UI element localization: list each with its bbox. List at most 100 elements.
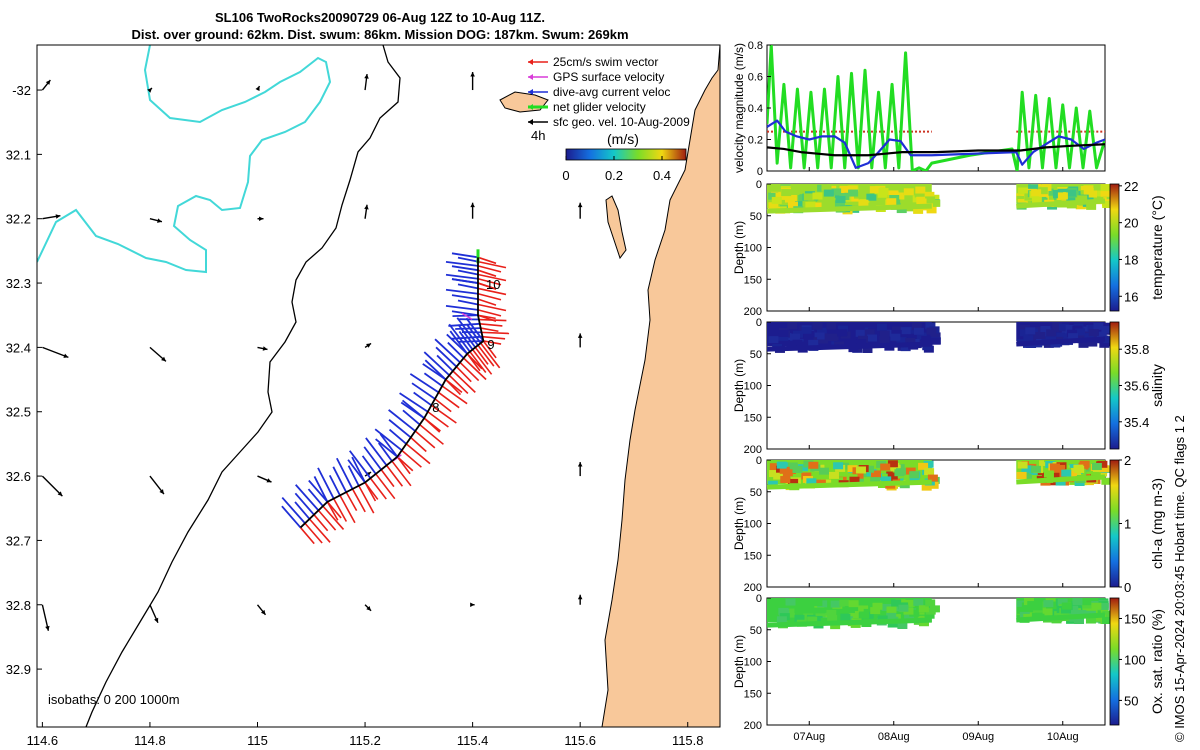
- swim-vector: [322, 505, 345, 530]
- map-x-tick-label: 115.2: [349, 733, 381, 748]
- depth-data-cell: [1024, 465, 1035, 473]
- depth-data-cell: [909, 609, 920, 617]
- swim-vector: [459, 361, 480, 382]
- depth-y-tick-label: 150: [744, 274, 762, 286]
- depth-data-cell: [780, 476, 791, 484]
- depth-data-cell: [778, 333, 789, 341]
- depth-data-cell: [816, 327, 827, 335]
- depth-data-cell: [903, 607, 914, 615]
- dive-current-vector: [457, 269, 479, 276]
- depth-data-cell: [915, 186, 926, 194]
- depth-data-cell: [887, 620, 898, 628]
- map-y-ticks: -32 32.1 32.2 32.3 32.4 32.5 32.6 32.7 32.8 32.9: [6, 83, 42, 677]
- swim-vector: [480, 327, 499, 333]
- depth-data-cell: [830, 622, 841, 630]
- depth-x-tick-label: 10Aug: [1047, 731, 1079, 743]
- depth-data-cell: [784, 608, 795, 616]
- depth-data-cell: [900, 327, 911, 335]
- day-label: 8: [432, 400, 439, 415]
- depth-data-cell: [930, 332, 941, 340]
- island-garden: [605, 195, 627, 260]
- dive-current-vector: [424, 359, 447, 381]
- swim-vector: [339, 494, 356, 524]
- depth-data-cell: [1103, 336, 1114, 344]
- depth-data-cell: [1076, 609, 1087, 617]
- depth-data-cell: [789, 333, 800, 341]
- sfc-geo-arrowhead: [266, 478, 272, 483]
- depth-data-cell: [907, 331, 918, 339]
- swim-vector: [477, 309, 502, 317]
- dive-current-vector: [328, 474, 341, 496]
- depth-data-cell: [788, 478, 799, 486]
- coastline-land: [601, 45, 720, 727]
- dive-current-vector: [388, 419, 412, 439]
- depth-data-cell: [1030, 465, 1041, 473]
- colorbar-tick-label: 100: [1124, 652, 1146, 667]
- swim-vector: [332, 498, 348, 522]
- depth-data-edge: [1016, 198, 1106, 209]
- depth-data-cell: [916, 198, 927, 206]
- swim-vector: [463, 357, 487, 381]
- map-x-tick-label: 115.4: [457, 733, 489, 748]
- depth-data-cell: [1073, 464, 1084, 472]
- dive-current-vector: [308, 479, 329, 503]
- swim-vector: [380, 469, 395, 488]
- depth-data-cell: [914, 190, 925, 198]
- swim-vector: [391, 460, 412, 487]
- depth-data-cell: [787, 201, 798, 209]
- depth-data-cell: [826, 609, 837, 617]
- colorbar-tick-label: 0.2: [605, 168, 623, 183]
- depth-data-cell: [859, 195, 870, 203]
- depth-data-cell: [1078, 340, 1089, 348]
- dive-current-vector: [445, 304, 479, 311]
- dive-current-vector: [451, 278, 479, 284]
- depth-y-tick-label: 150: [744, 688, 762, 700]
- depth-data-cell: [1017, 461, 1028, 469]
- depth-data-cell: [1101, 477, 1112, 485]
- depth-data-cell: [768, 470, 779, 478]
- depth-data-cell: [1100, 184, 1111, 192]
- depth-data-cell: [844, 606, 855, 614]
- swim-vector: [438, 391, 460, 409]
- depth-data-cell: [821, 184, 832, 192]
- depth-data-cell: [848, 611, 859, 619]
- depth-data-cell: [1043, 188, 1054, 196]
- dive-current-vector: [413, 391, 432, 407]
- velocity-y-tick-label: 0.8: [748, 40, 763, 52]
- sfc-geo-arrowhead: [470, 72, 475, 77]
- sfc-geo-arrowhead: [470, 602, 475, 608]
- depth-data-cell: [839, 599, 850, 607]
- colorbar-tick-label: 35.8: [1124, 342, 1149, 357]
- depth-data-cell: [1098, 602, 1109, 610]
- depth-data-cell: [924, 611, 935, 619]
- depth-data-cell: [900, 344, 911, 352]
- depth-data-cell: [848, 600, 859, 608]
- day-label: 9: [487, 337, 494, 352]
- depth-data-cell: [1023, 335, 1034, 343]
- depth-data-cell: [828, 471, 839, 479]
- depth-data-cell: [848, 194, 859, 202]
- depth-data-cell: [784, 195, 795, 203]
- depth-data-cell: [1097, 460, 1108, 468]
- depth-data-cell: [896, 206, 907, 214]
- depth-data-cell: [776, 616, 787, 624]
- depth-data-cell: [812, 599, 823, 607]
- depth-data-cell: [1016, 471, 1027, 479]
- depth-data-cell: [785, 598, 796, 606]
- depth-data-cell: [1101, 616, 1112, 624]
- dive-current-vector: [458, 330, 474, 351]
- depth-data-cell: [775, 599, 786, 607]
- depth-data-cell: [864, 329, 875, 337]
- depth-data-cell: [769, 463, 780, 471]
- depth-data-cell: [1060, 606, 1071, 614]
- depth-data-cell: [925, 322, 936, 330]
- depth-data-cell: [898, 604, 909, 612]
- depth-data-cell: [1081, 598, 1092, 606]
- depth-data-cell: [808, 339, 819, 347]
- dive-current-vector: [347, 465, 360, 487]
- depth-y-tick-label: 50: [750, 487, 762, 499]
- swim-vector: [313, 514, 329, 532]
- depth-data-cell: [819, 467, 830, 475]
- depth-y-tick-label: 0: [756, 455, 762, 467]
- depth-data-cell: [1061, 602, 1072, 610]
